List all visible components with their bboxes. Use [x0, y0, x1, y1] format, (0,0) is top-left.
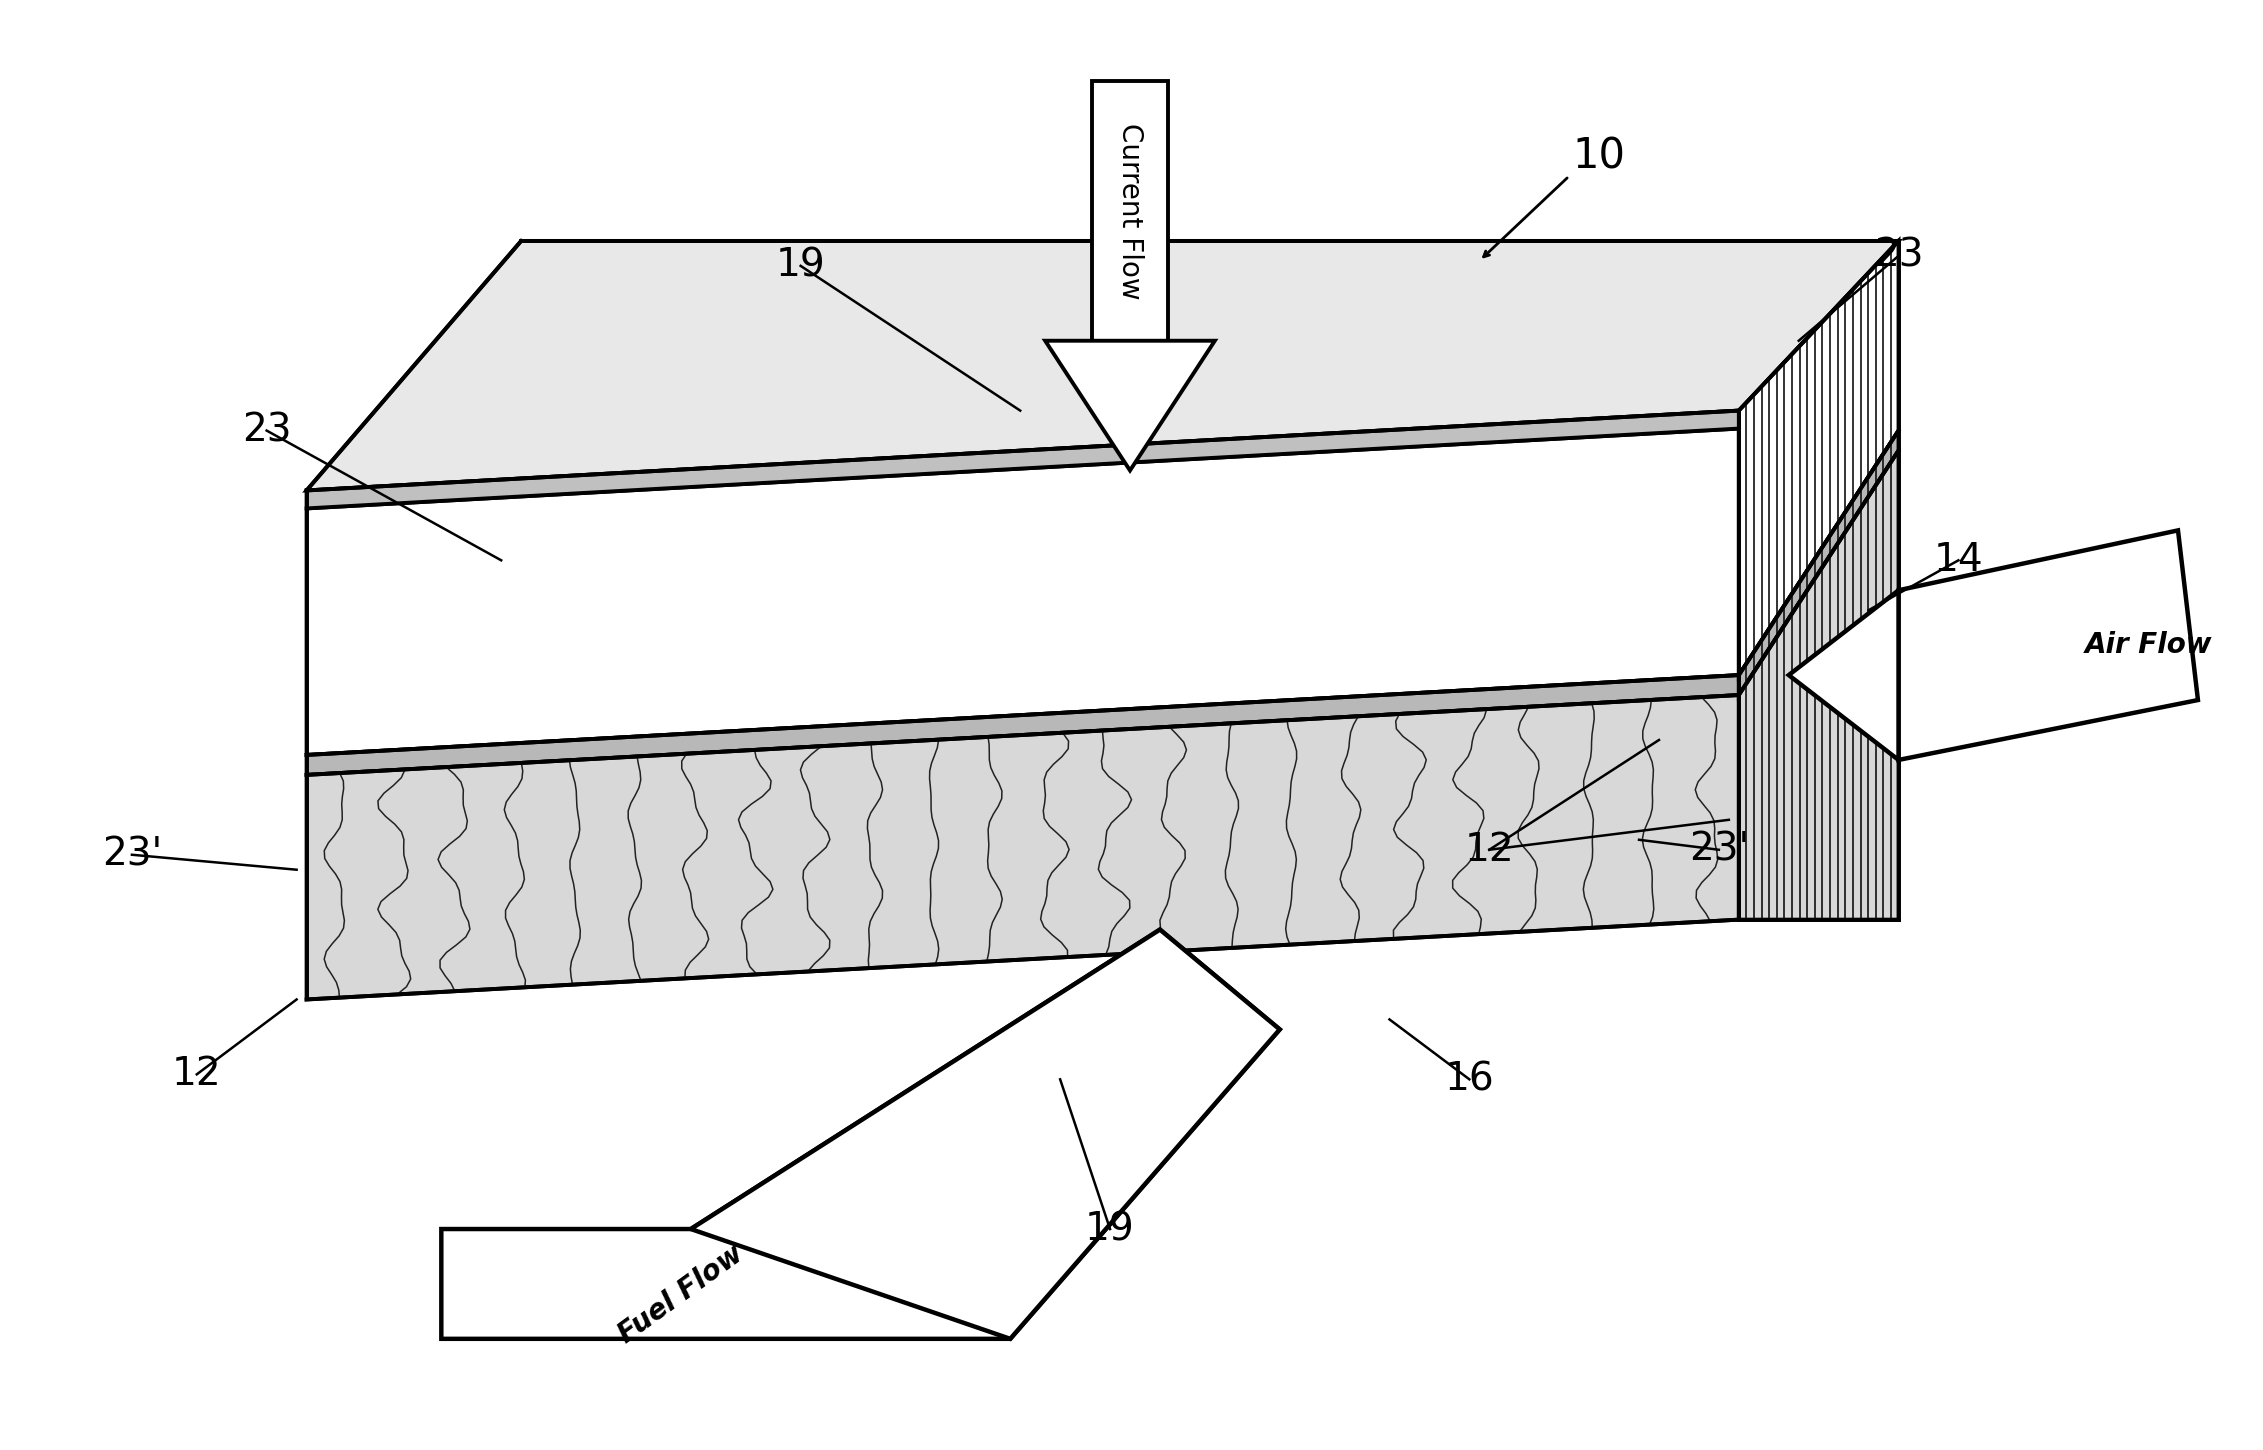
Text: 12: 12 [1464, 831, 1514, 869]
Polygon shape [306, 676, 1738, 774]
Text: Current Flow: Current Flow [1116, 123, 1145, 299]
Polygon shape [306, 695, 1738, 999]
Polygon shape [1046, 341, 1215, 470]
Polygon shape [441, 929, 1279, 1338]
Polygon shape [306, 429, 1738, 755]
Polygon shape [1738, 241, 1899, 676]
Text: 19: 19 [1086, 1211, 1136, 1248]
Polygon shape [1738, 451, 1899, 919]
Text: Fuel Flow: Fuel Flow [613, 1240, 749, 1348]
Text: 12: 12 [172, 1056, 222, 1093]
Text: 23: 23 [1874, 236, 1924, 276]
Text: 19: 19 [776, 247, 826, 284]
Polygon shape [1738, 431, 1899, 695]
Polygon shape [1788, 590, 1899, 760]
Text: 14: 14 [1933, 541, 1982, 580]
Text: Air Flow: Air Flow [2084, 631, 2211, 660]
Text: 16: 16 [1444, 1060, 1494, 1098]
Text: 23': 23' [1688, 831, 1749, 869]
Text: 23: 23 [242, 412, 292, 450]
Polygon shape [1899, 531, 2197, 760]
Text: 10: 10 [1573, 135, 1625, 177]
Polygon shape [306, 241, 1899, 490]
Text: 23': 23' [102, 835, 163, 874]
Polygon shape [690, 929, 1279, 1338]
Polygon shape [306, 410, 1738, 509]
Polygon shape [1093, 81, 1168, 341]
